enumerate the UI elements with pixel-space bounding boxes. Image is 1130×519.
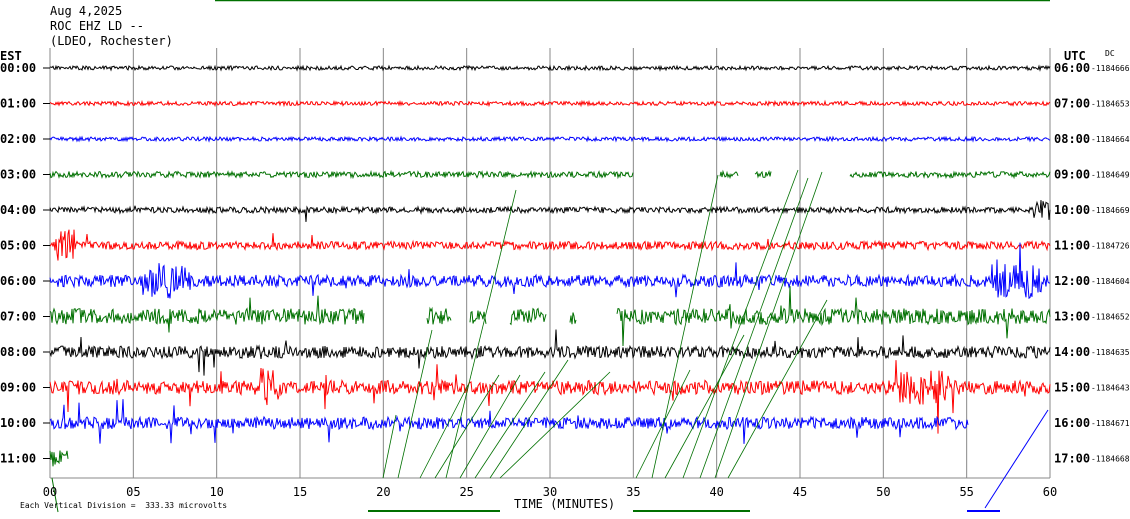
event-slope-line — [397, 329, 433, 479]
utc-label: UTC — [1064, 49, 1086, 63]
dc-offset-value: -1184643 — [1091, 384, 1130, 393]
trace-0800 — [49, 329, 1051, 376]
utc-time-label: 07:00 — [1054, 97, 1090, 111]
est-time-label: 11:00 — [0, 452, 36, 466]
x-tick-label: 15 — [293, 485, 307, 499]
dc-offset-value: -1184671 — [1091, 419, 1130, 428]
x-axis-title: TIME (MINUTES) — [514, 497, 616, 511]
dc-offset-value: -1184604 — [1091, 277, 1130, 286]
x-tick-label: 30 — [543, 485, 557, 499]
est-time-label: 00:00 — [0, 61, 36, 75]
trace-0700 — [49, 286, 1051, 347]
x-tick-label: 60 — [1043, 485, 1057, 499]
utc-time-label: 10:00 — [1054, 203, 1090, 217]
x-tick-label: 40 — [709, 485, 723, 499]
est-label: EST — [0, 49, 22, 63]
minute-gridlines — [49, 48, 1051, 479]
est-time-labels: 00:00 01:00 02:00 03:00 04:00 05:00 06:00 07:00… — [0, 61, 50, 466]
x-tick-label: 45 — [793, 485, 807, 499]
dc-offset-value: -1184668 — [1091, 455, 1130, 464]
utc-time-label: 11:00 — [1054, 239, 1090, 253]
blue-slope-line — [984, 409, 1049, 509]
trace-0600 — [49, 242, 1050, 300]
est-time-label: 03:00 — [0, 168, 36, 182]
trace-1000 — [49, 399, 969, 444]
trace-0000 — [49, 64, 1051, 72]
utc-time-label: 13:00 — [1054, 310, 1090, 324]
event-slope-line — [714, 171, 823, 479]
utc-time-label: 12:00 — [1054, 274, 1090, 288]
dc-offset-value: -1184666 — [1091, 64, 1130, 73]
event-slope-line — [499, 371, 611, 479]
x-tick-label: 20 — [376, 485, 390, 499]
trace-1100 — [49, 450, 69, 467]
est-time-label: 01:00 — [0, 97, 36, 111]
event-slope-line — [445, 189, 517, 479]
utc-time-labels: 06:00 07:00 08:00 09:00 10:00 11:00 12:00 13:00… — [1054, 61, 1090, 466]
est-time-label: 09:00 — [0, 381, 36, 395]
x-tick-label: 00 — [43, 485, 57, 499]
event-slope-line — [382, 414, 397, 479]
event-lines — [51, 169, 1049, 513]
dc-offset-value: -1184649 — [1091, 171, 1130, 180]
est-time-label: 10:00 — [0, 416, 36, 430]
event-slope-line — [434, 374, 500, 479]
x-tick-label: 50 — [876, 485, 890, 499]
event-slope-line — [664, 334, 745, 479]
utc-time-label: 08:00 — [1054, 132, 1090, 146]
utc-time-label: 16:00 — [1054, 416, 1090, 430]
est-time-label: 06:00 — [0, 274, 36, 288]
dc-offset-labels: -1184666 -1184653 -1184664 -1184649 -1184669… — [1091, 64, 1130, 464]
utc-time-label: 15:00 — [1054, 381, 1090, 395]
event-slope-line — [699, 177, 809, 479]
event-slope-line — [474, 371, 546, 479]
scale-note: Each Vertical Division = 333.33 microvol… — [20, 501, 228, 510]
event-slope-line — [651, 174, 719, 479]
est-time-label: 02:00 — [0, 132, 36, 146]
header-network: (LDEO, Rochester) — [50, 34, 173, 48]
trace-0300 — [49, 169, 1051, 180]
dc-offset-value: -1184664 — [1091, 135, 1130, 144]
seismic-traces — [49, 64, 1051, 467]
event-slope-line — [51, 477, 59, 513]
x-axis-ticks: 00 05 10 15 20 25 30 35 40 45 50 55 60 — [43, 485, 1057, 499]
utc-time-label: 14:00 — [1054, 345, 1090, 359]
x-tick-label: 05 — [126, 485, 140, 499]
dc-offset-value: -1184669 — [1091, 206, 1130, 215]
est-time-label: 04:00 — [0, 203, 36, 217]
header-date: Aug 4,2025 — [50, 4, 123, 18]
dc-offset-value: -1184635 — [1091, 348, 1130, 357]
dc-offset-value: -1184652 — [1091, 313, 1130, 322]
dc-offset-value: -1184726 — [1091, 242, 1130, 251]
header-station: ROC EHZ LD -- — [50, 19, 144, 33]
trace-0100 — [49, 99, 1051, 108]
trace-0400 — [49, 200, 1051, 222]
est-time-label: 08:00 — [0, 345, 36, 359]
utc-time-label: 06:00 — [1054, 61, 1090, 75]
event-slope-line — [635, 369, 691, 479]
x-tick-label: 25 — [459, 485, 473, 499]
dc-label: DC — [1105, 49, 1115, 58]
est-time-label: 05:00 — [0, 239, 36, 253]
event-slope-line — [489, 359, 569, 479]
trace-0200 — [49, 135, 1051, 143]
trace-0900 — [49, 360, 1051, 434]
event-slope-line — [419, 384, 469, 479]
event-slope-line — [459, 374, 521, 479]
x-tick-label: 55 — [959, 485, 973, 499]
utc-time-label: 09:00 — [1054, 168, 1090, 182]
x-tick-label: 10 — [209, 485, 223, 499]
event-slope-line — [682, 169, 799, 479]
est-time-label: 07:00 — [0, 310, 36, 324]
utc-time-label: 17:00 — [1054, 452, 1090, 466]
trace-0500 — [49, 229, 1051, 261]
dc-offset-value: -1184653 — [1091, 100, 1130, 109]
event-slope-line — [727, 299, 828, 479]
x-tick-label: 35 — [626, 485, 640, 499]
